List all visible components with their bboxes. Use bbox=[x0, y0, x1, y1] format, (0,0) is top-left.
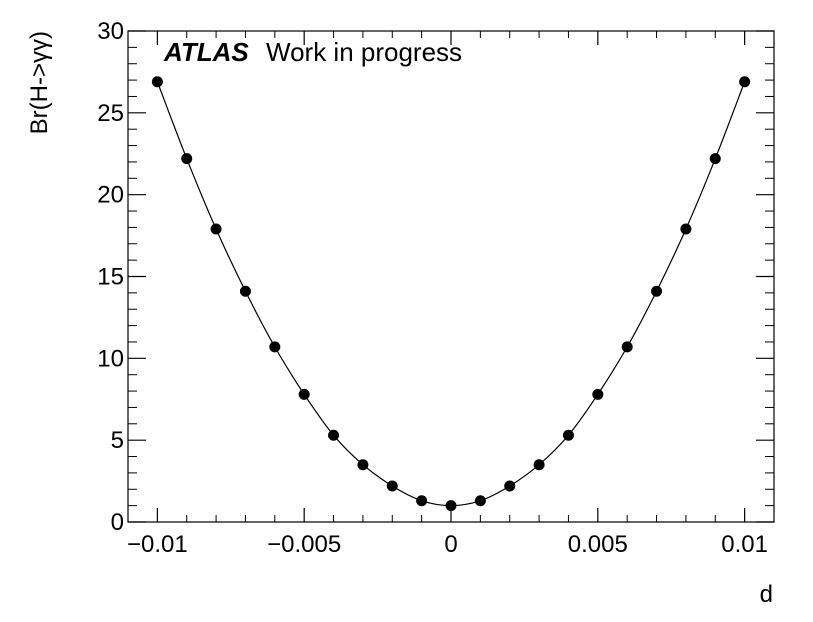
y-tick-label: 5 bbox=[111, 427, 124, 454]
ticks bbox=[127, 30, 775, 523]
data-point bbox=[474, 495, 486, 507]
y-tick-label: 0 bbox=[111, 509, 124, 536]
y-tick-label: 30 bbox=[97, 18, 124, 45]
data-point bbox=[210, 223, 222, 235]
y-tick-label: 20 bbox=[97, 182, 124, 209]
data-point bbox=[533, 459, 545, 471]
data-point bbox=[328, 429, 340, 441]
x-tick-label: −0.005 bbox=[267, 531, 341, 558]
x-tick-label: 0.01 bbox=[721, 531, 768, 558]
plot-frame bbox=[127, 30, 775, 523]
y-tick-label: 15 bbox=[97, 264, 124, 291]
data-point bbox=[151, 76, 163, 88]
data-point bbox=[239, 285, 251, 297]
data-point bbox=[416, 495, 428, 507]
data-point bbox=[562, 429, 574, 441]
data-point bbox=[269, 341, 281, 353]
x-axis-title: d bbox=[760, 581, 773, 608]
tick-labels: −0.01 −0.005 0 0.005 0.01 0 5 10 15 20 25 30 bbox=[97, 18, 768, 558]
data-point bbox=[181, 153, 193, 165]
data-point bbox=[592, 388, 604, 400]
data-point bbox=[445, 500, 457, 512]
data-point bbox=[504, 480, 516, 492]
data-point bbox=[386, 480, 398, 492]
y-tick-label: 25 bbox=[97, 100, 124, 127]
data-points bbox=[151, 76, 751, 512]
x-tick-label: −0.01 bbox=[127, 531, 188, 558]
data-point bbox=[709, 153, 721, 165]
data-point bbox=[651, 285, 663, 297]
data-point bbox=[621, 341, 633, 353]
status-label: Work in progress bbox=[266, 37, 462, 67]
data-point bbox=[357, 459, 369, 471]
data-point bbox=[680, 223, 692, 235]
x-tick-label: 0 bbox=[444, 531, 457, 558]
y-tick-label: 10 bbox=[97, 345, 124, 372]
y-axis-title: Br(H->γγ) bbox=[26, 31, 53, 134]
data-point bbox=[298, 388, 310, 400]
atlas-label: ATLAS bbox=[163, 37, 249, 67]
data-point bbox=[739, 76, 751, 88]
x-tick-label: 0.005 bbox=[568, 531, 628, 558]
